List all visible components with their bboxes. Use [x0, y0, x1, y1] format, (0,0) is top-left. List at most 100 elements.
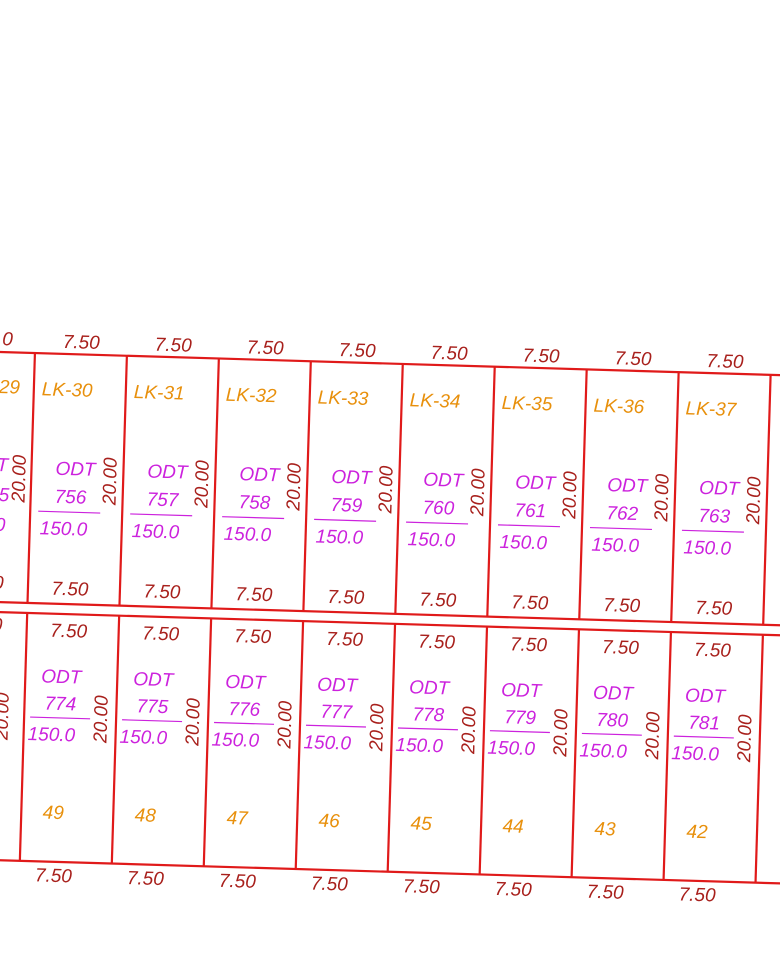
area-label: 150.0 [315, 526, 364, 548]
area-label: 150.0 [27, 724, 76, 746]
odt-underline [214, 721, 275, 725]
width-label: 7.50 [510, 634, 548, 656]
width-label: 7.50 [338, 340, 376, 362]
lot-number: 48 [134, 805, 156, 827]
area-label: 150.0 [487, 738, 536, 760]
depth-label: 20.00 [191, 460, 213, 510]
odt-number: 780 [596, 710, 629, 732]
width-label: 7.50 [51, 579, 89, 601]
boundary-line [0, 599, 780, 628]
odt-underline [305, 724, 366, 728]
odt-number: 762 [606, 503, 639, 525]
boundary-line [0, 609, 780, 638]
odt-label: ODT [41, 666, 83, 688]
area-label: 150.0 [223, 524, 272, 546]
odt-label: ODT [317, 675, 359, 697]
odt-number: 763 [698, 506, 731, 528]
odt-label: ODT [593, 683, 635, 705]
depth-label: 20.00 [274, 700, 296, 750]
width-label: 7.50 [327, 587, 365, 609]
width-label: 7.50 [695, 598, 733, 620]
odt-underline [38, 510, 101, 514]
odt-number: 756 [54, 487, 87, 509]
plot-divider [118, 355, 128, 606]
odt-underline [498, 524, 561, 528]
area-label: 150.0 [395, 735, 444, 757]
width-label: 7.50 [310, 873, 348, 895]
odt-number: 758 [238, 492, 271, 514]
odt-underline [581, 732, 642, 736]
plot-divider [762, 374, 772, 625]
width-label: 7.50 [602, 637, 640, 659]
odt-number: 759 [330, 495, 363, 517]
width-label: 7.50 [614, 348, 652, 370]
odt-underline [397, 727, 458, 731]
odt-label: ODT [501, 680, 543, 702]
plot-layout: 029T5020.000020.007.50LK-30ODT756150.020… [0, 329, 780, 906]
width-label: 7.50 [511, 592, 549, 614]
depth-label: 20.00 [743, 476, 765, 526]
width-label: 7.50 [586, 882, 624, 904]
odt-number: 776 [228, 699, 261, 721]
width-label: 7.50 [706, 351, 744, 373]
depth-label: 20.00 [182, 697, 204, 747]
plot-divider [486, 366, 496, 617]
lot-label: LK-34 [409, 390, 460, 412]
area-label: 150.0 [39, 518, 88, 540]
odt-label: ODT [423, 470, 465, 492]
width-label: 7.50 [219, 871, 257, 893]
area-label: 150.0 [671, 743, 720, 765]
depth-label: 20.00 [0, 692, 14, 742]
plot-divider [202, 618, 213, 867]
odt-label: ODT [331, 467, 373, 489]
depth-label: 20.00 [559, 470, 581, 520]
plot-divider [294, 621, 305, 870]
lot-number: 45 [410, 813, 432, 835]
area-label: 0 [0, 515, 6, 536]
odt-underline [681, 529, 744, 533]
odt-number: 760 [422, 498, 455, 520]
area-label: 150.0 [119, 727, 168, 749]
odt-label: ODT [55, 459, 97, 481]
width-label: 7.50 [142, 623, 180, 645]
odt-underline [314, 518, 377, 522]
lot-label: LK-30 [42, 379, 94, 402]
width-label: 7.50 [494, 879, 532, 901]
plot-divider [754, 634, 764, 883]
odt-underline [222, 516, 285, 520]
depth-label: 20.00 [651, 473, 673, 523]
width-label: 7.50 [430, 343, 468, 365]
odt-label: ODT [147, 461, 189, 483]
width-label: 7.50 [143, 581, 181, 603]
boundary-line [0, 857, 780, 886]
odt-label: ODT [409, 677, 451, 699]
depth-label: 20.00 [458, 706, 480, 756]
depth-label: 20.00 [366, 703, 388, 753]
depth-label: 20.00 [8, 454, 30, 504]
lot-number: 42 [686, 822, 708, 844]
area-label: 150.0 [499, 532, 548, 554]
odt-underline [589, 526, 652, 531]
boundary-line [0, 349, 780, 378]
area-label: 150.0 [303, 732, 352, 754]
depth-label: 20.00 [642, 711, 664, 761]
area-label: 150.0 [131, 521, 180, 543]
width-label: 7.50 [50, 621, 88, 643]
odt-number: 761 [514, 500, 546, 522]
odt-number: 778 [412, 704, 445, 726]
depth-label: 20.00 [734, 714, 756, 764]
lot-label: LK-37 [685, 398, 738, 421]
lot-number: 47 [226, 808, 249, 830]
odt-number: 781 [688, 713, 720, 735]
odt-underline [406, 521, 469, 525]
area-label: 150.0 [683, 537, 732, 559]
lot-label: LK-33 [317, 387, 369, 410]
odt-label: ODT [133, 669, 175, 691]
depth-label: 20.00 [283, 462, 305, 512]
plot-divider [662, 631, 673, 880]
odt-number: 775 [136, 696, 169, 718]
odt-label: ODT [225, 672, 267, 694]
odt-label: T [0, 455, 10, 476]
depth-label: 20.00 [550, 708, 572, 758]
